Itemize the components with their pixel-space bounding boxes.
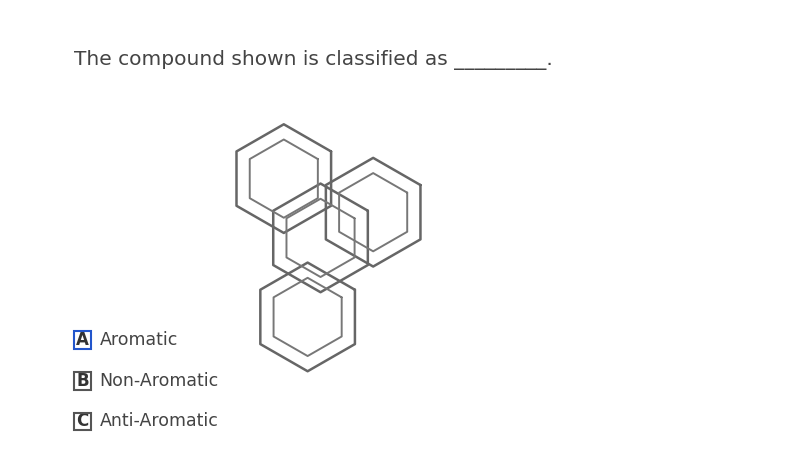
Text: A: A bbox=[76, 331, 89, 349]
Bar bbox=[74, 413, 91, 431]
Bar bbox=[74, 331, 91, 349]
Text: Aromatic: Aromatic bbox=[99, 331, 177, 349]
Text: The compound shown is classified as _________.: The compound shown is classified as ____… bbox=[74, 50, 552, 70]
Text: Anti-Aromatic: Anti-Aromatic bbox=[99, 413, 219, 431]
Bar bbox=[74, 372, 91, 390]
Text: B: B bbox=[76, 372, 89, 390]
Text: C: C bbox=[76, 413, 89, 431]
Text: Non-Aromatic: Non-Aromatic bbox=[99, 372, 219, 390]
